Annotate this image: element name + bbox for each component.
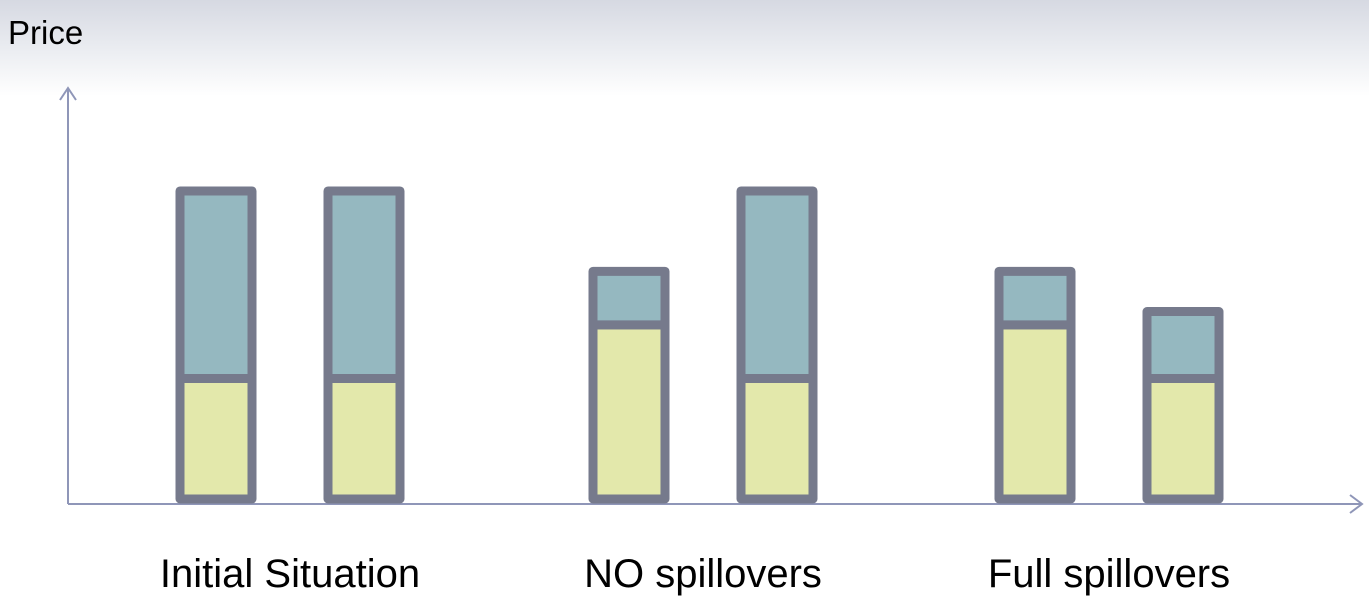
bar-0-0-top-segment xyxy=(175,186,257,383)
bar-2-0-top-segment xyxy=(994,266,1076,330)
axes xyxy=(59,86,1364,514)
bar-2-1-top-segment xyxy=(1142,307,1224,383)
bar-1-1-top-segment xyxy=(736,186,818,383)
group-label-0: Initial Situation xyxy=(160,552,420,596)
x-axis-arrowhead xyxy=(1349,494,1364,514)
bar-2-1-bottom-segment xyxy=(1142,373,1224,504)
bar-1-0-bottom-segment xyxy=(588,320,670,504)
bar-0-1-bottom-segment xyxy=(323,373,405,504)
bar-0-0-bottom-segment xyxy=(175,373,257,504)
y-axis-arrowhead xyxy=(59,86,77,101)
header-band xyxy=(0,0,1369,96)
y-axis-label: Price xyxy=(8,14,83,51)
bars xyxy=(175,186,1224,504)
bar-2-0-bottom-segment xyxy=(994,320,1076,504)
group-label-1: NO spillovers xyxy=(584,552,822,596)
bar-1-1-bottom-segment xyxy=(736,373,818,504)
group-label-2: Full spillovers xyxy=(988,552,1230,596)
bar-0-1-top-segment xyxy=(323,186,405,383)
group-labels: Initial Situation NO spillovers Full spill… xyxy=(160,552,1230,596)
bar-1-0-top-segment xyxy=(588,266,670,330)
